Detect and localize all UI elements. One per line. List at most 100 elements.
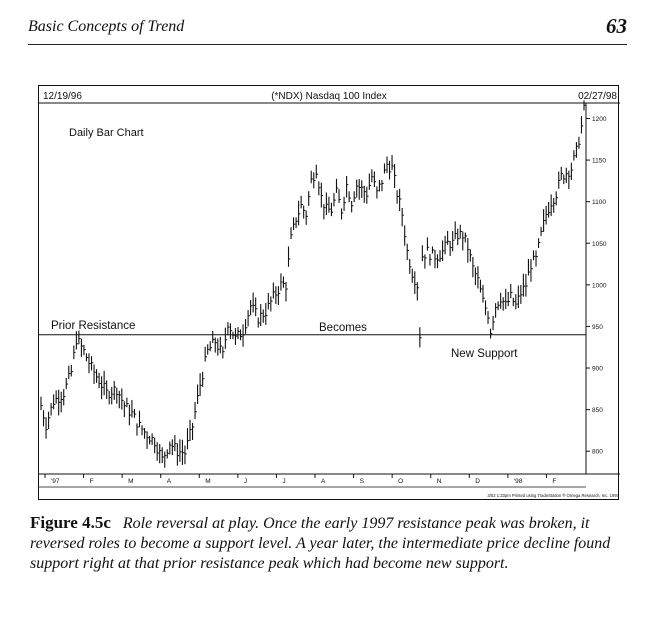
- date-start-label: 12/19/96: [43, 91, 82, 102]
- price-bar: [419, 327, 422, 348]
- price-bar: [73, 345, 76, 360]
- price-bar: [290, 227, 293, 240]
- chart-type-label: Daily Bar Chart: [69, 127, 144, 139]
- price-bar: [255, 297, 258, 317]
- price-bar: [426, 237, 430, 251]
- price-bar: [300, 195, 303, 209]
- price-bar: [530, 259, 533, 282]
- price-bar: [474, 267, 478, 286]
- price-bar: [252, 292, 255, 313]
- price-bar: [414, 271, 417, 294]
- price-bar: [371, 169, 374, 183]
- x-tick-label: M: [205, 478, 210, 485]
- y-tick-label: 850: [592, 407, 603, 414]
- price-bar: [70, 365, 74, 377]
- price-bar: [40, 396, 43, 411]
- price-bar: [267, 292, 271, 310]
- price-bar: [186, 428, 190, 450]
- price-bar: [106, 380, 109, 399]
- price-bar: [358, 179, 362, 200]
- y-tick-label: 800: [592, 449, 603, 456]
- price-bar: [378, 180, 382, 192]
- price-bar: [444, 235, 447, 255]
- price-bar: [399, 188, 402, 211]
- price-bar: [68, 365, 71, 380]
- price-bar: [472, 256, 475, 278]
- price-bar: [116, 387, 119, 404]
- page-header: Basic Concepts of Trend 63: [28, 14, 627, 45]
- price-bar: [469, 249, 473, 262]
- price-bar: [88, 353, 91, 374]
- x-tick-label: '97: [51, 478, 60, 485]
- price-bar: [191, 422, 195, 440]
- price-bar: [50, 403, 53, 416]
- price-bar: [222, 346, 225, 359]
- price-bar: [96, 369, 99, 383]
- price-bar: [232, 331, 235, 340]
- price-bar: [517, 285, 521, 309]
- price-bar: [495, 303, 498, 318]
- price-bar: [548, 201, 551, 218]
- x-tick-label: D: [475, 478, 480, 485]
- price-bar: [272, 282, 276, 299]
- price-bar: [578, 136, 581, 149]
- price-bar: [108, 390, 111, 405]
- price-bar: [224, 327, 228, 349]
- chart-frame: [39, 102, 620, 488]
- price-bar: [580, 116, 584, 134]
- price-bar: [227, 322, 230, 336]
- price-bar: [449, 240, 452, 256]
- price-bar: [277, 286, 281, 305]
- price-bar: [487, 311, 490, 324]
- price-bar: [540, 226, 543, 236]
- price-bar: [169, 441, 172, 455]
- price-bar: [396, 190, 399, 204]
- price-bar: [568, 170, 571, 190]
- price-bar: [340, 208, 344, 220]
- price-bar: [176, 443, 180, 466]
- price-bar: [42, 410, 46, 427]
- price-bar: [522, 273, 526, 297]
- becomes-label: Becomes: [319, 322, 367, 334]
- date-end-label: 02/27/98: [578, 91, 617, 102]
- price-bar: [111, 386, 114, 405]
- price-bar: [464, 232, 468, 243]
- price-bar: [520, 284, 523, 304]
- price-bar: [409, 258, 412, 274]
- price-bar: [53, 394, 56, 410]
- price-bar: [118, 390, 122, 409]
- x-tick-label: F: [90, 478, 94, 485]
- price-bar: [335, 178, 339, 193]
- price-bar: [121, 388, 124, 410]
- price-bar: [492, 315, 495, 331]
- price-bar: [424, 254, 427, 269]
- price-bar: [315, 164, 319, 179]
- price-bar: [452, 231, 455, 252]
- price-bar: [330, 202, 334, 217]
- price-bar: [325, 192, 329, 216]
- price-bar: [93, 364, 96, 384]
- price-bar: [293, 217, 296, 230]
- price-bar: [48, 411, 51, 429]
- price-bar: [583, 100, 586, 111]
- price-bar: [65, 377, 69, 390]
- price-bar: [477, 266, 480, 289]
- price-bar: [457, 228, 460, 245]
- price-bar: [373, 171, 377, 188]
- price-bar: [545, 205, 548, 225]
- x-tick-label: N: [437, 478, 442, 485]
- price-bar: [75, 331, 79, 350]
- price-bar: [184, 445, 187, 465]
- price-bar: [45, 417, 48, 439]
- price-bar: [149, 436, 152, 445]
- price-bar: [383, 163, 387, 174]
- price-bar: [454, 221, 457, 240]
- price-bar: [462, 231, 465, 251]
- price-bar: [560, 166, 564, 180]
- price-bar: [356, 179, 359, 198]
- figure-label: Figure 4.5c: [30, 513, 111, 532]
- price-bar: [234, 328, 238, 345]
- price-bar: [159, 443, 162, 464]
- price-bar: [361, 180, 364, 198]
- footer-note: 3/02 1:33pm Printed using TradeStation ®…: [487, 493, 619, 498]
